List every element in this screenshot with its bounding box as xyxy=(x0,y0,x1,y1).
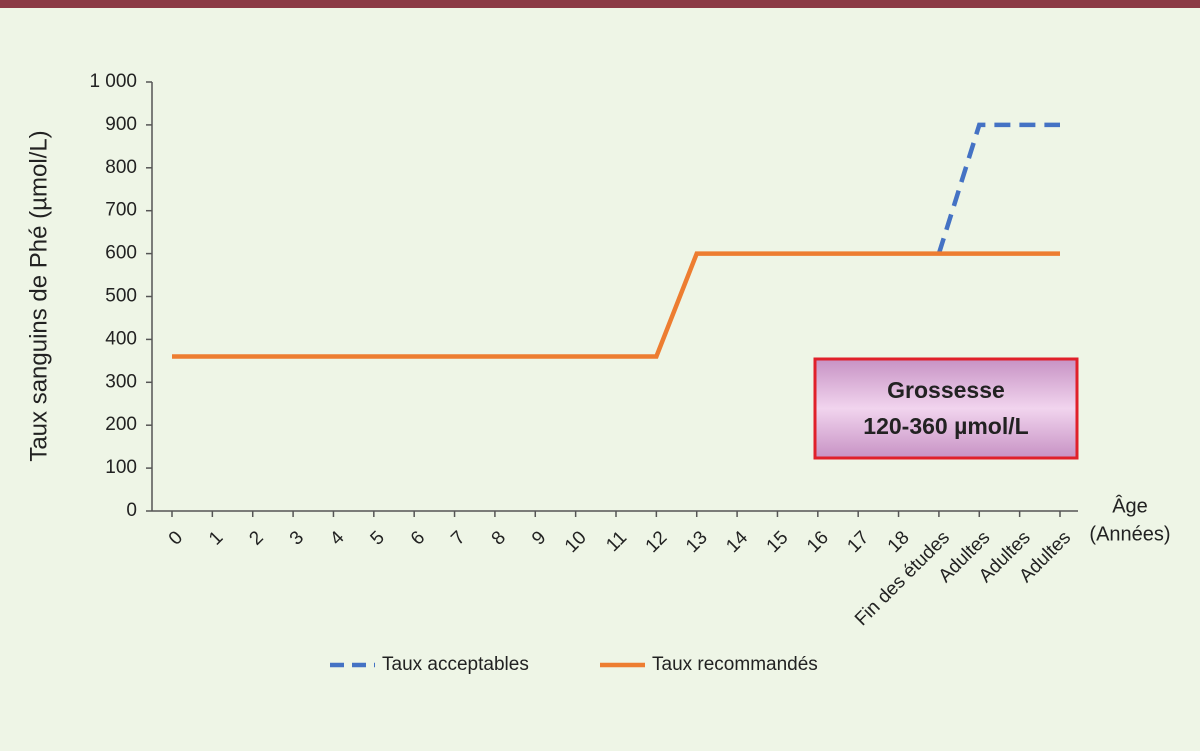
y-tick-label: 0 xyxy=(126,500,137,521)
annotation-box xyxy=(813,357,1079,460)
y-tick-label: 500 xyxy=(105,286,137,307)
y-tick-label: 900 xyxy=(105,114,137,135)
y-tick-label: 100 xyxy=(105,457,137,478)
legend-label: Taux acceptables xyxy=(382,654,529,675)
legend-label: Taux recommandés xyxy=(652,654,818,675)
y-tick-label: 1 000 xyxy=(89,71,137,92)
y-tick-label: 300 xyxy=(105,371,137,392)
y-tick-label: 200 xyxy=(105,414,137,435)
line xyxy=(936,122,1060,255)
y-tick-label: 600 xyxy=(105,243,137,264)
y-tick-label: 400 xyxy=(105,328,137,349)
line xyxy=(172,251,1060,359)
y-tick-label: 700 xyxy=(105,200,137,221)
annotation: 120-360 µmol/L xyxy=(863,413,1028,439)
y-axis-label: Taux sanguins de Phé (µmol/L) xyxy=(25,130,52,461)
x-axis-label: (Années) xyxy=(1089,523,1170,545)
x-axis-label: Âge xyxy=(1112,494,1148,517)
top-bar xyxy=(0,0,1200,8)
y-tick-label: 800 xyxy=(105,157,137,178)
annotation: Grossesse xyxy=(887,377,1005,403)
